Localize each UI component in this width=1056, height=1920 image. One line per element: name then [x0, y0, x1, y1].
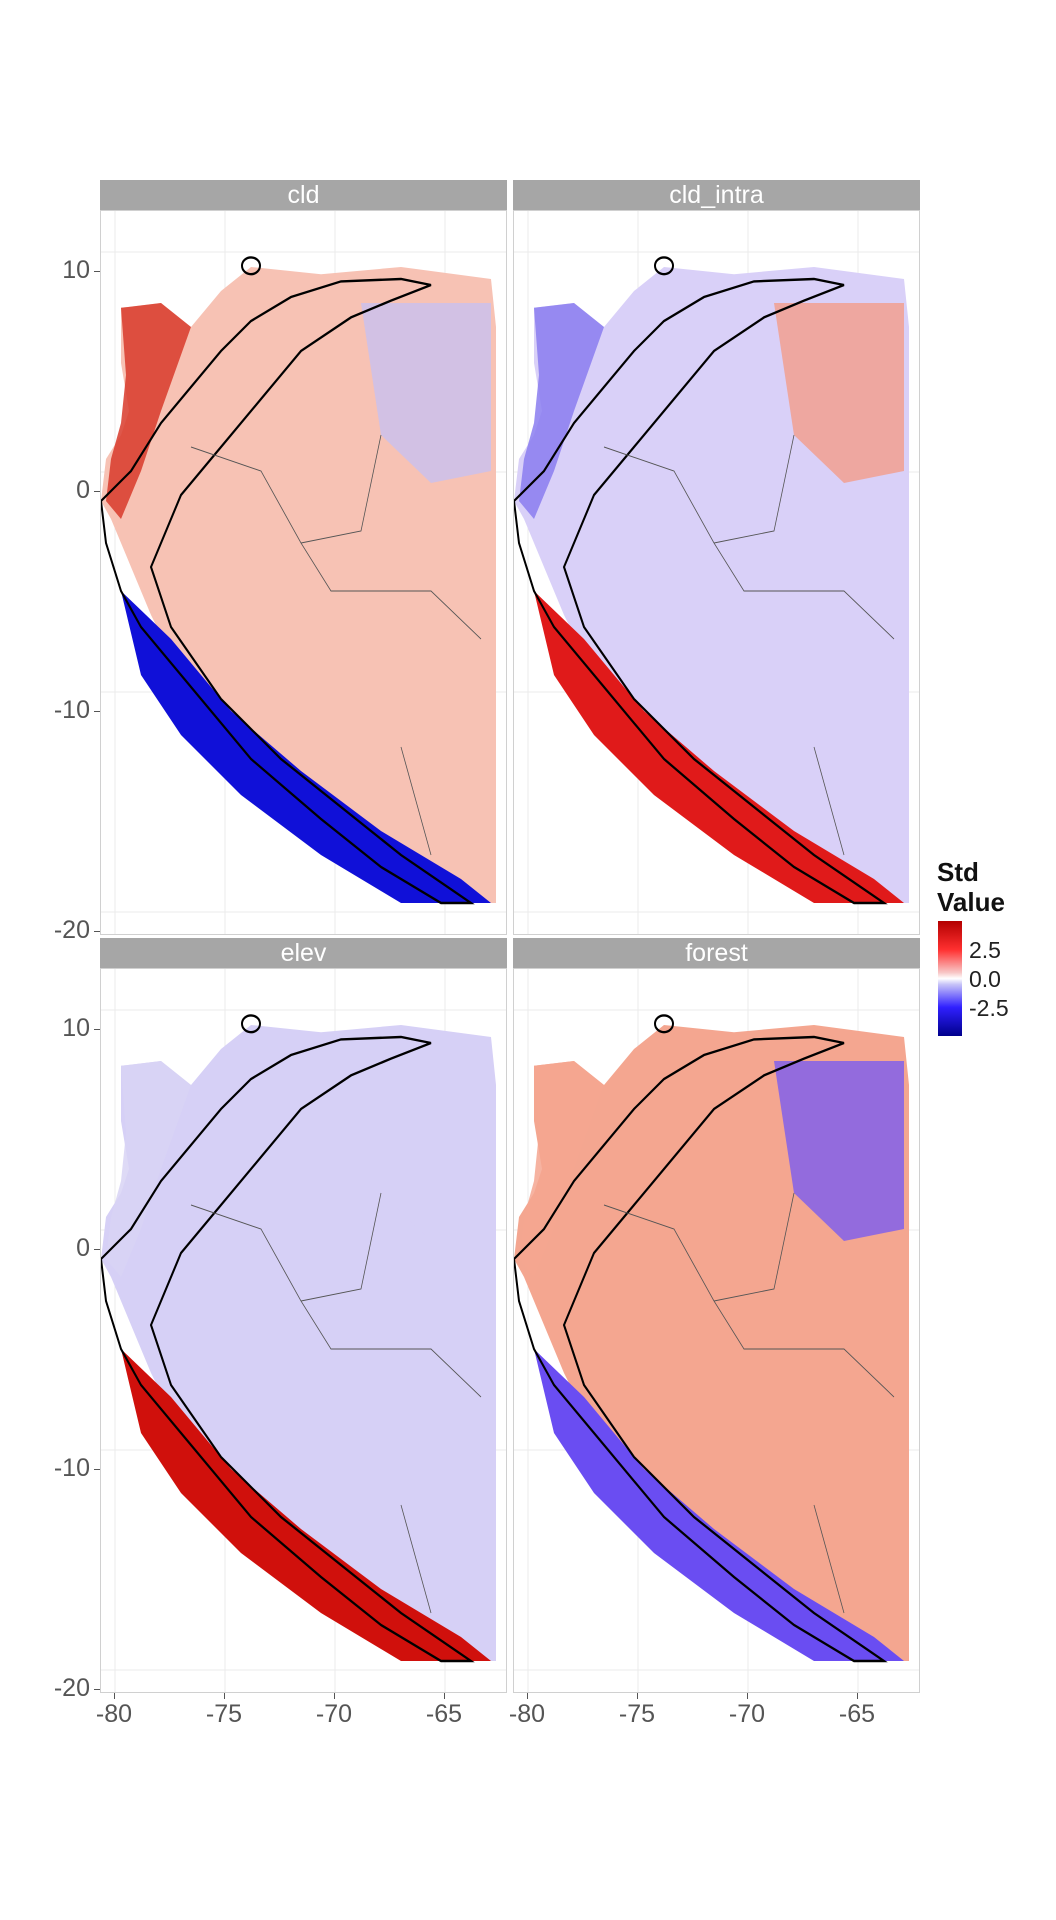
region-southern-andes	[534, 591, 904, 903]
region-west-coast	[106, 303, 191, 519]
map-cld	[101, 211, 506, 934]
plot-area-cld-intra	[513, 210, 920, 935]
legend-title: Std Value	[937, 857, 1047, 917]
y-tick-label-neg20-top: -20	[53, 916, 90, 944]
region-northeast	[361, 1061, 491, 1241]
andes-outline	[101, 277, 475, 905]
y-tick-mark	[94, 711, 100, 712]
legend-label-high: 2.5	[969, 937, 1001, 963]
x-tick-mark	[637, 1693, 638, 1699]
legend-label-mid: 0.0	[969, 966, 1001, 992]
y-tick-label-0-top: 0	[76, 476, 90, 504]
country-borders	[603, 434, 895, 856]
santa-marta-outline	[654, 256, 674, 276]
santa-marta-outline	[654, 1014, 674, 1034]
andes-outline	[101, 1035, 475, 1663]
x-tick-mark	[114, 1693, 115, 1699]
x-tick-label-neg75-right: -75	[618, 1700, 656, 1728]
panel-strip-forest: forest	[513, 938, 920, 968]
legend-title-line1: Std	[937, 857, 979, 887]
y-tick-mark	[94, 271, 100, 272]
region-southern-andes	[534, 1349, 904, 1661]
x-tick-label-neg70-left: -70	[315, 1700, 353, 1728]
map-forest	[514, 969, 919, 1692]
map-cld-intra	[514, 211, 919, 934]
x-tick-label-neg80-right: -80	[508, 1700, 546, 1728]
plot-area-forest	[513, 968, 920, 1693]
legend-colorbar	[938, 921, 962, 1036]
panel-cld-intra: cld_intra	[513, 180, 920, 935]
legend-label-low: -2.5	[969, 995, 1009, 1021]
map-layer-group	[514, 256, 909, 905]
y-tick-mark	[94, 491, 100, 492]
panel-elev: elev	[100, 938, 507, 1693]
y-tick-label-10-bottom: 10	[62, 1014, 90, 1042]
region-northeast	[774, 303, 904, 483]
andes-outline	[514, 1035, 888, 1663]
legend-title-line2: Value	[937, 887, 1005, 917]
panel-title-forest: forest	[685, 939, 748, 967]
santa-marta-outline	[241, 256, 261, 276]
y-tick-mark	[94, 1249, 100, 1250]
panel-title-elev: elev	[280, 939, 327, 967]
map-layer-group	[101, 256, 496, 905]
region-northeast	[774, 1061, 904, 1241]
y-tick-mark	[94, 1689, 100, 1690]
x-tick-mark	[334, 1693, 335, 1699]
y-tick-label-10-top: 10	[62, 256, 90, 284]
country-borders	[603, 1192, 895, 1614]
andes-outline	[514, 277, 888, 905]
plot-area-cld	[100, 210, 507, 935]
panel-forest: forest	[513, 938, 920, 1693]
santa-marta-outline	[241, 1014, 261, 1034]
x-tick-mark	[527, 1693, 528, 1699]
y-tick-mark	[94, 931, 100, 932]
panel-strip-cld: cld	[100, 180, 507, 210]
panel-title-cld: cld	[287, 181, 320, 209]
x-tick-mark	[747, 1693, 748, 1699]
x-tick-label-neg70-right: -70	[728, 1700, 766, 1728]
map-layer-group	[101, 1014, 496, 1663]
region-west-coast	[106, 1061, 191, 1277]
region-northeast	[361, 303, 491, 483]
region-southern-andes	[121, 1349, 491, 1661]
plot-area-elev	[100, 968, 507, 1693]
x-tick-label-neg75-left: -75	[205, 1700, 243, 1728]
panel-strip-cld-intra: cld_intra	[513, 180, 920, 210]
map-layer-group	[514, 1014, 909, 1663]
y-tick-label-neg20-bottom: -20	[53, 1674, 90, 1702]
panel-title-cld-intra: cld_intra	[669, 181, 764, 209]
region-west-coast	[519, 1061, 604, 1277]
y-tick-label-neg10-bottom: -10	[53, 1454, 90, 1482]
map-elev	[101, 969, 506, 1692]
x-tick-mark	[224, 1693, 225, 1699]
x-tick-mark	[444, 1693, 445, 1699]
country-borders	[190, 434, 482, 856]
y-tick-mark	[94, 1469, 100, 1470]
x-tick-label-neg65-right: -65	[838, 1700, 876, 1728]
region-west-coast	[519, 303, 604, 519]
x-tick-label-neg80-left: -80	[95, 1700, 133, 1728]
y-tick-label-neg10-top: -10	[53, 696, 90, 724]
panel-cld: cld	[100, 180, 507, 935]
panel-strip-elev: elev	[100, 938, 507, 968]
y-tick-mark	[94, 1029, 100, 1030]
y-tick-label-0-bottom: 0	[76, 1234, 90, 1262]
region-southern-andes	[121, 591, 491, 903]
x-tick-mark	[857, 1693, 858, 1699]
country-borders	[190, 1192, 482, 1614]
x-tick-label-neg65-left: -65	[425, 1700, 463, 1728]
